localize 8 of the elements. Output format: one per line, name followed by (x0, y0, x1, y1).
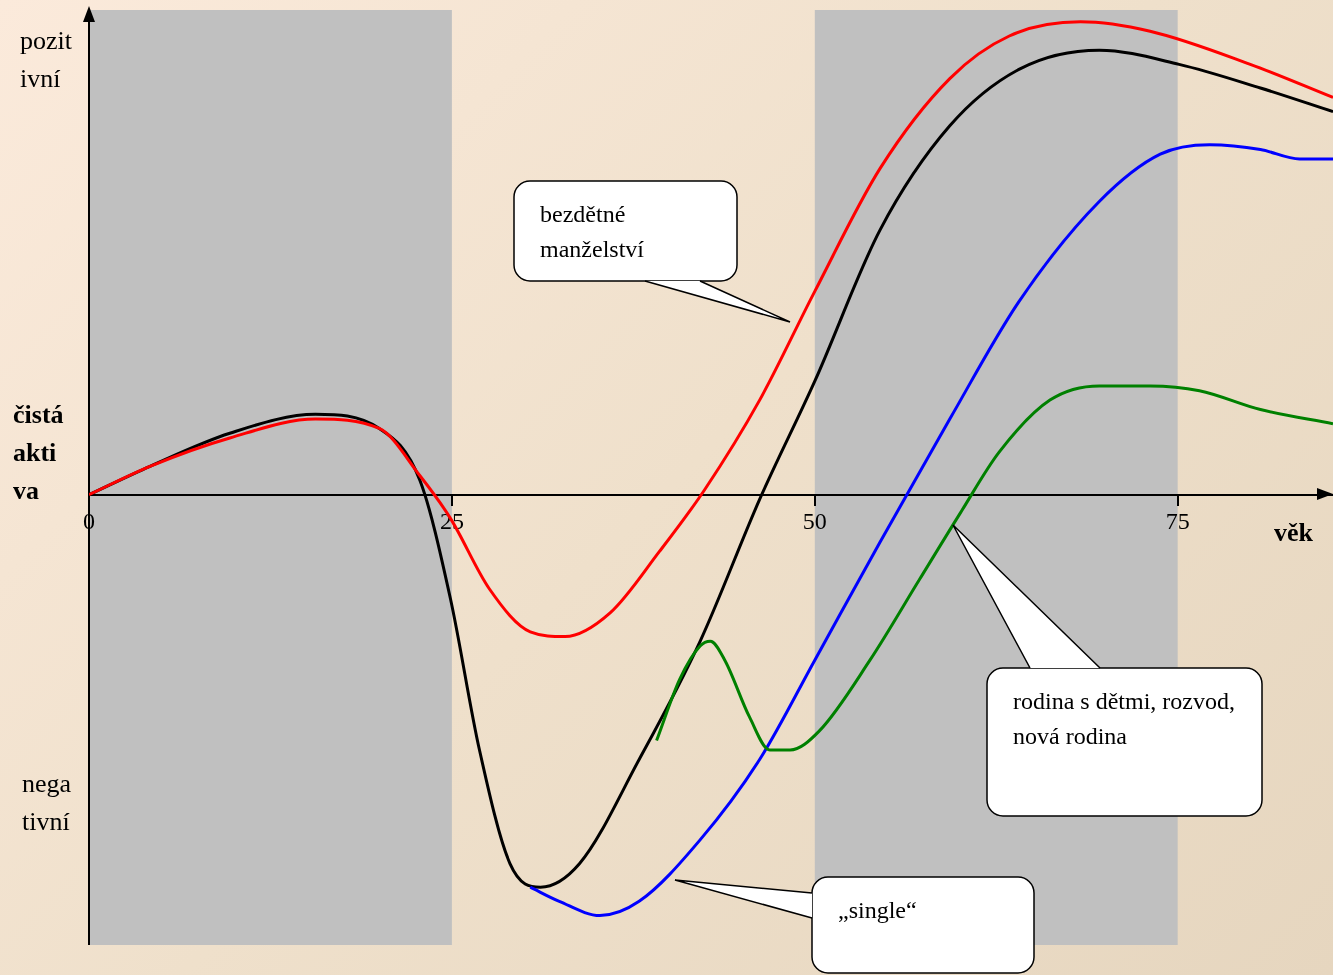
y-axis-title: čistá aktiva (13, 399, 65, 507)
annotation: rodina s dětmi, rozvod, nová rodina (1013, 687, 1236, 751)
x-tick-label: 50 (802, 508, 827, 535)
annotation: bezdětné manželství (540, 200, 645, 264)
annotation: „single“ (838, 896, 918, 925)
x-axis-title: věk (1274, 518, 1314, 548)
text: pozitivní (20, 25, 73, 95)
text: negativní (22, 768, 73, 838)
